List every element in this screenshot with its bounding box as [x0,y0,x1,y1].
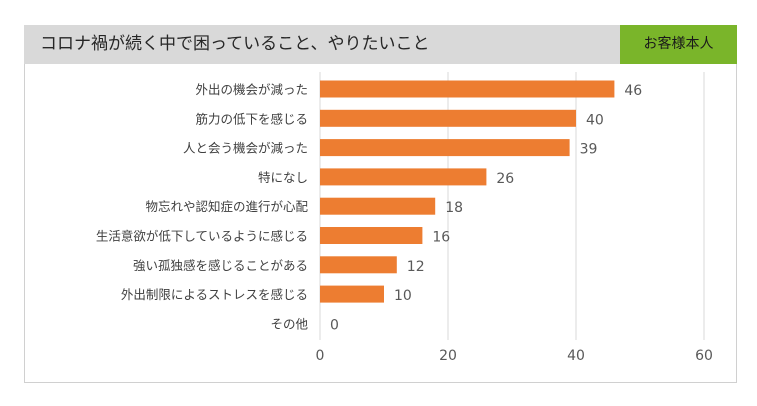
bar [320,227,423,244]
data-label: 18 [445,200,463,216]
bar [320,168,487,186]
category-label: その他 [270,316,308,331]
data-label: 10 [394,288,412,304]
audience-badge: お客様本人 [620,25,737,64]
data-label: 0 [330,317,339,333]
bar [320,197,436,215]
category-label: 人と会う機会が減った [183,141,308,156]
category-label: 筋力の低下を感じる [195,111,308,126]
data-label: 46 [624,83,642,99]
x-tick-label: 20 [439,348,457,364]
category-label: 外出の機会が減った [195,82,308,97]
data-labels: 46 40 39 26 18 16 12 10 0 [330,83,642,333]
title-bar: コロナ禍が続く中で困っていること、やりたいこと [24,25,620,64]
category-label: 生活意欲が低下しているように感じる [96,229,308,244]
data-label: 40 [586,112,604,128]
data-label: 26 [496,171,514,187]
bar [320,285,384,303]
x-tick-label: 0 [316,348,325,364]
category-label: 特になし [258,170,308,185]
category-label: 外出制限によるストレスを感じる [121,287,308,302]
data-label: 39 [580,142,598,158]
data-label: 16 [432,230,450,246]
x-tick-label: 40 [567,348,585,364]
x-tick-label: 60 [695,348,713,364]
bar [320,139,570,157]
category-labels: 外出の機会が減った筋力の低下を感じる人と会う機会が減った特になし物忘れや認知症の… [96,82,309,331]
bars [320,80,615,303]
category-label: 強い孤独感を感じることがある [133,258,308,273]
bar [320,256,397,274]
x-axis-ticks: 0 20 40 60 [316,348,713,364]
bar [320,109,576,127]
bar [320,80,615,98]
data-label: 12 [407,259,425,275]
chart-title: コロナ禍が続く中で困っていること、やりたいこと [40,34,430,54]
category-label: 物忘れや認知症の進行が心配 [145,199,308,214]
